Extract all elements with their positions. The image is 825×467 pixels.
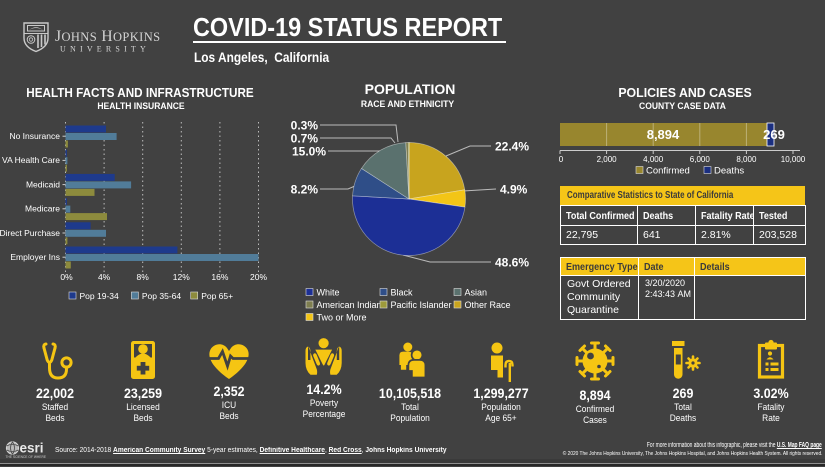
svg-text:Two or More: Two or More xyxy=(317,313,367,323)
svg-text:269: 269 xyxy=(763,127,785,142)
svg-text:22.4%: 22.4% xyxy=(495,140,529,154)
svg-text:8,000: 8,000 xyxy=(736,155,757,164)
svg-text:16%: 16% xyxy=(211,272,228,282)
svg-text:White: White xyxy=(317,288,340,298)
svg-text:Medicaid: Medicaid xyxy=(26,179,60,189)
svg-text:American Indian: American Indian xyxy=(317,300,382,310)
svg-text:12%: 12% xyxy=(173,272,190,282)
svg-text:10,000: 10,000 xyxy=(781,155,806,164)
svg-text:4,000: 4,000 xyxy=(643,155,664,164)
svg-text:2,000: 2,000 xyxy=(597,155,618,164)
svg-text:Deaths: Deaths xyxy=(714,166,744,177)
svg-text:4.9%: 4.9% xyxy=(500,183,528,197)
svg-text:Other Race: Other Race xyxy=(465,300,511,310)
svg-text:Medicare: Medicare xyxy=(25,204,60,214)
svg-text:0: 0 xyxy=(559,155,564,164)
svg-text:15.0%: 15.0% xyxy=(292,145,326,159)
svg-text:Pop 65+: Pop 65+ xyxy=(201,291,233,301)
svg-text:0.3%: 0.3% xyxy=(291,119,319,133)
svg-text:20%: 20% xyxy=(250,272,267,282)
svg-text:4%: 4% xyxy=(98,272,111,282)
svg-text:No Insurance: No Insurance xyxy=(9,131,60,141)
svg-text:Direct Purchase: Direct Purchase xyxy=(0,228,60,238)
svg-text:8,894: 8,894 xyxy=(647,127,680,142)
svg-text:Pop 19-34: Pop 19-34 xyxy=(80,291,119,301)
svg-text:0.7%: 0.7% xyxy=(291,132,319,146)
svg-text:6,000: 6,000 xyxy=(690,155,711,164)
svg-text:Black: Black xyxy=(391,288,414,298)
svg-text:8%: 8% xyxy=(137,272,150,282)
svg-text:JOHNS HOPKINS: JOHNS HOPKINS xyxy=(55,28,161,45)
svg-text:Asian: Asian xyxy=(465,288,488,298)
svg-text:UNIVERSITY: UNIVERSITY xyxy=(60,45,150,54)
svg-text:48.6%: 48.6% xyxy=(495,256,529,270)
svg-text:Pacific Islander: Pacific Islander xyxy=(391,300,452,310)
svg-text:VA Health Care: VA Health Care xyxy=(2,155,60,165)
svg-text:Pop 35-64: Pop 35-64 xyxy=(142,291,181,301)
svg-text:esri: esri xyxy=(20,441,44,456)
svg-text:8.2%: 8.2% xyxy=(291,183,319,197)
svg-text:0%: 0% xyxy=(60,272,73,282)
svg-text:Employer Ins: Employer Ins xyxy=(10,252,60,262)
svg-text:Confirmed: Confirmed xyxy=(646,166,690,177)
svg-text:THE SCIENCE OF WHERE: THE SCIENCE OF WHERE xyxy=(6,455,47,459)
